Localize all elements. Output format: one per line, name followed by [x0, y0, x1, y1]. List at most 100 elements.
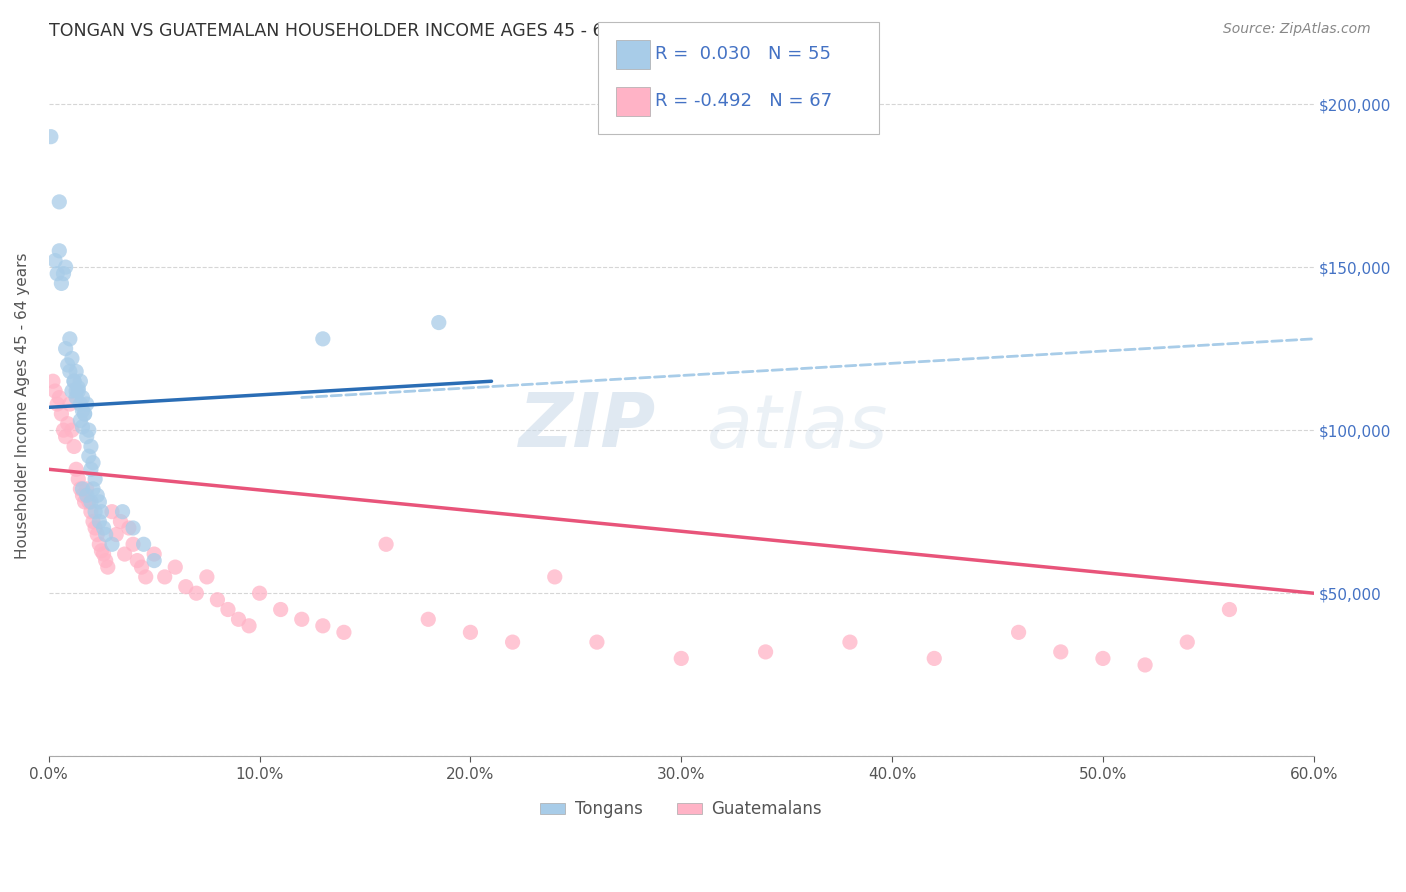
Point — [270, 602, 292, 616]
Point — [80, 495, 103, 509]
Point — [65, 462, 87, 476]
Text: ZIP: ZIP — [519, 390, 657, 463]
Point — [84, 521, 107, 535]
Point — [48, 194, 70, 209]
Point — [82, 482, 104, 496]
Point — [127, 553, 149, 567]
Point — [80, 462, 103, 476]
Point — [122, 521, 145, 535]
Point — [67, 384, 90, 398]
Point — [1049, 645, 1071, 659]
Point — [165, 560, 187, 574]
Point — [135, 570, 157, 584]
Point — [67, 381, 90, 395]
Point — [249, 586, 271, 600]
Point — [838, 635, 860, 649]
Point — [94, 553, 117, 567]
Point — [72, 488, 94, 502]
Point — [60, 423, 83, 437]
Point — [51, 277, 73, 291]
Point — [228, 612, 250, 626]
Point — [90, 505, 112, 519]
Point — [44, 253, 66, 268]
Point — [72, 420, 94, 434]
Point — [114, 547, 136, 561]
Point — [89, 537, 111, 551]
Point — [122, 537, 145, 551]
Point — [82, 456, 104, 470]
Text: TONGAN VS GUATEMALAN HOUSEHOLDER INCOME AGES 45 - 64 YEARS CORRELATION CHART: TONGAN VS GUATEMALAN HOUSEHOLDER INCOME … — [49, 22, 870, 40]
Point — [44, 384, 66, 398]
Point — [1007, 625, 1029, 640]
Point — [312, 332, 335, 346]
Point — [94, 527, 117, 541]
Point — [65, 384, 87, 398]
Point — [67, 472, 90, 486]
Point — [86, 527, 108, 541]
Point — [105, 527, 128, 541]
Point — [291, 612, 314, 626]
Text: atlas: atlas — [707, 391, 889, 463]
Point — [51, 407, 73, 421]
Point — [922, 651, 945, 665]
Point — [671, 651, 693, 665]
Point — [93, 547, 115, 561]
Point — [80, 505, 103, 519]
Point — [55, 430, 77, 444]
Point — [118, 521, 141, 535]
Point — [73, 495, 96, 509]
Point — [48, 244, 70, 258]
Point — [1091, 651, 1114, 665]
Point — [60, 384, 83, 398]
Point — [48, 391, 70, 405]
Point — [101, 537, 124, 551]
Point — [101, 505, 124, 519]
Point — [52, 423, 75, 437]
Point — [418, 612, 440, 626]
Point — [97, 560, 120, 574]
Point — [77, 423, 100, 437]
Point — [63, 374, 86, 388]
Point — [93, 521, 115, 535]
Text: R = -0.492   N = 67: R = -0.492 N = 67 — [655, 92, 832, 110]
Point — [195, 570, 218, 584]
Point — [72, 403, 94, 417]
Point — [39, 129, 62, 144]
Text: Source: ZipAtlas.com: Source: ZipAtlas.com — [1223, 22, 1371, 37]
Point — [544, 570, 567, 584]
Point — [80, 440, 103, 454]
Point — [1175, 635, 1198, 649]
Point — [59, 397, 82, 411]
Point — [72, 391, 94, 405]
Point — [76, 430, 98, 444]
Point — [65, 364, 87, 378]
Point — [186, 586, 208, 600]
Point — [84, 472, 107, 486]
Y-axis label: Householder Income Ages 45 - 64 years: Householder Income Ages 45 - 64 years — [15, 252, 30, 559]
Point — [132, 537, 155, 551]
Point — [312, 619, 335, 633]
Point — [73, 407, 96, 421]
Point — [86, 488, 108, 502]
Point — [59, 332, 82, 346]
Point — [72, 482, 94, 496]
Point — [63, 374, 86, 388]
Point — [56, 358, 79, 372]
Point — [153, 570, 176, 584]
Point — [69, 482, 91, 496]
Point — [52, 267, 75, 281]
Point — [238, 619, 260, 633]
Point — [59, 364, 82, 378]
Point — [502, 635, 524, 649]
Point — [333, 625, 356, 640]
Point — [460, 625, 482, 640]
Point — [1133, 657, 1156, 672]
Point — [217, 602, 239, 616]
Point — [375, 537, 398, 551]
Point — [42, 374, 65, 388]
Point — [55, 260, 77, 274]
Point — [69, 413, 91, 427]
Point — [174, 580, 197, 594]
Point — [65, 391, 87, 405]
Text: R =  0.030   N = 55: R = 0.030 N = 55 — [655, 45, 831, 62]
